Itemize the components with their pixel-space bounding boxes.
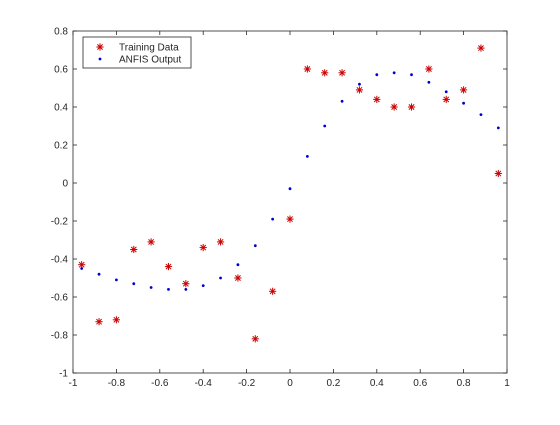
training-data-point bbox=[442, 95, 450, 103]
training-data-point bbox=[269, 287, 277, 295]
plot-area bbox=[73, 31, 507, 373]
anfis-output-point bbox=[305, 155, 309, 158]
axis-tick-labels: -1 -0.8 -0.6 -0.4 -0.2 0 0.2 0.4 0.6 0.8 1 -1 -0.8 -0… bbox=[51, 27, 510, 390]
legend-box bbox=[82, 36, 192, 69]
training-data-point bbox=[494, 169, 502, 178]
training-data-point bbox=[112, 316, 120, 324]
anfis-output-point bbox=[427, 80, 431, 84]
x-tick-label: 0.8 bbox=[457, 378, 471, 389]
legend-label: Training Data bbox=[119, 43, 179, 54]
y-tick-label: -0.4 bbox=[51, 255, 69, 266]
x-tick-label: -0.4 bbox=[195, 378, 213, 389]
training-data-point bbox=[303, 65, 311, 73]
x-tick-label: -0.6 bbox=[151, 378, 169, 389]
x-tick-label: 0.6 bbox=[413, 378, 427, 389]
anfis-output-point bbox=[132, 282, 136, 286]
y-tick-label: 0.4 bbox=[54, 103, 68, 114]
anfis-output-point bbox=[149, 286, 153, 289]
training-data-point bbox=[216, 238, 225, 246]
anfis-output-point bbox=[358, 82, 361, 86]
training-data-point bbox=[78, 261, 86, 269]
x-tick-label: 0.2 bbox=[326, 378, 340, 389]
anfis-output-point bbox=[444, 90, 448, 94]
x-tick-label: 1 bbox=[504, 378, 510, 389]
legend-marker-training-data bbox=[96, 43, 104, 51]
x-tick-label: 0 bbox=[287, 378, 293, 389]
training-data-point bbox=[425, 65, 433, 73]
anfis-output-point bbox=[236, 263, 240, 267]
anfis-output-point bbox=[253, 244, 257, 248]
training-data-point bbox=[182, 280, 190, 288]
x-tick-label: -0.2 bbox=[238, 378, 256, 389]
x-tick-label: -0.8 bbox=[108, 378, 126, 389]
training-data-point bbox=[407, 103, 416, 111]
series-anfis-output bbox=[80, 71, 500, 291]
training-data-point bbox=[95, 318, 103, 326]
training-data-point bbox=[338, 69, 346, 77]
y-tick-label: -0.6 bbox=[51, 293, 69, 304]
anfis-output-point bbox=[115, 278, 118, 282]
anfis-output-point bbox=[375, 73, 379, 77]
plot-border bbox=[72, 30, 508, 374]
anfis-output-point bbox=[323, 124, 327, 128]
anfis-output-point bbox=[271, 217, 275, 221]
x-tick-label: 0.4 bbox=[370, 378, 384, 389]
anfis-output-point bbox=[392, 71, 396, 75]
y-tick-label: -1 bbox=[59, 369, 68, 380]
y-tick-label: 0.2 bbox=[54, 141, 68, 152]
training-data-point bbox=[390, 103, 398, 111]
anfis-output-point bbox=[410, 73, 413, 77]
training-data-point bbox=[460, 86, 468, 94]
anfis-output-point bbox=[201, 284, 205, 287]
training-data-point bbox=[199, 244, 207, 252]
training-data-point bbox=[321, 69, 329, 77]
training-data-point bbox=[234, 274, 242, 282]
training-data-point bbox=[355, 86, 364, 94]
y-tick-label: 0 bbox=[62, 179, 68, 190]
legend-label: ANFIS Output bbox=[119, 55, 181, 66]
anfis-output-point bbox=[288, 187, 292, 191]
y-tick-label: 0.6 bbox=[54, 65, 68, 76]
anfis-output-point bbox=[80, 267, 84, 270]
training-data-point bbox=[251, 335, 259, 343]
y-tick-label: 0.8 bbox=[54, 27, 68, 38]
training-data-point bbox=[130, 245, 138, 254]
legend-marker-anfis-output bbox=[98, 57, 102, 61]
training-data-point bbox=[147, 238, 155, 246]
y-tick-label: -0.8 bbox=[51, 331, 69, 342]
anfis-output-point bbox=[462, 101, 465, 105]
x-tick-label: -1 bbox=[69, 378, 78, 389]
training-data-point bbox=[373, 95, 381, 103]
anfis-output-point bbox=[479, 113, 483, 116]
anfis-output-point bbox=[167, 288, 170, 291]
anfis-output-point bbox=[340, 99, 344, 103]
data-marks bbox=[78, 44, 502, 343]
training-data-point bbox=[164, 263, 173, 271]
anfis-output-point bbox=[184, 288, 188, 291]
training-data-point bbox=[477, 44, 485, 52]
training-data-point bbox=[286, 215, 294, 223]
series-training-data bbox=[78, 44, 502, 343]
y-tick-label: -0.2 bbox=[51, 217, 69, 228]
anfis-output-point bbox=[496, 126, 500, 130]
anfis-output-point bbox=[97, 272, 101, 276]
anfis-output-point bbox=[219, 276, 222, 280]
